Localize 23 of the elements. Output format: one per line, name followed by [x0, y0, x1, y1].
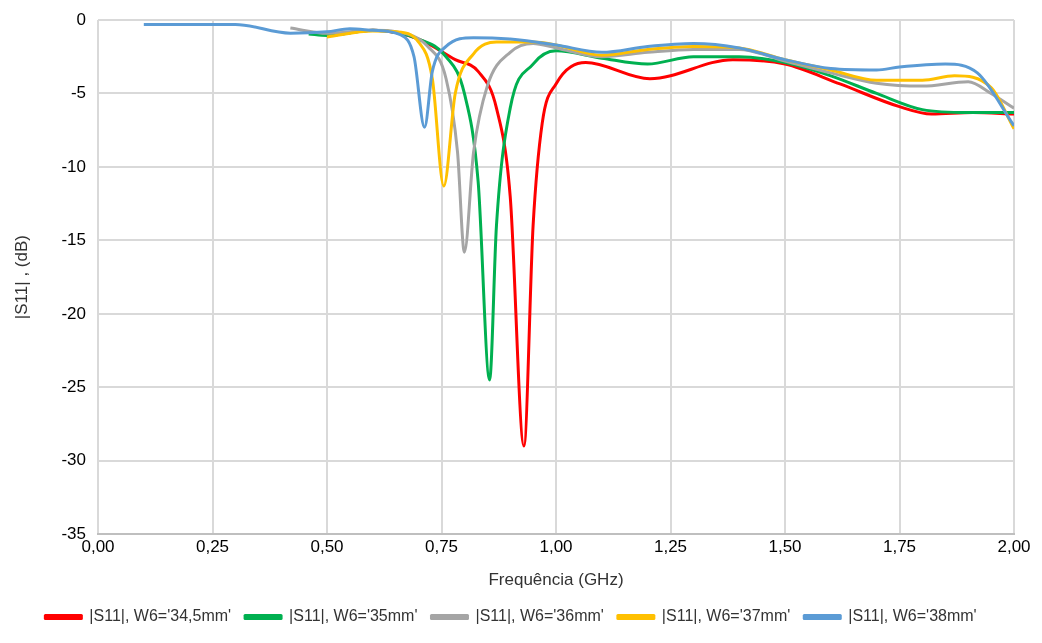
legend-label: |S11|, W6='36mm' — [475, 607, 604, 625]
y-tick-label: -15 — [61, 230, 86, 250]
line-series — [142, 22, 1014, 129]
x-tick-label: 2,00 — [997, 537, 1031, 557]
x-tick-label: 0,75 — [424, 537, 459, 557]
x-tick-label: 0,50 — [310, 537, 344, 557]
y-tick-label: 0 — [76, 9, 86, 29]
x-tick-label: 1,00 — [539, 537, 573, 557]
y-tick-label: -30 — [61, 450, 86, 470]
y-tick-label: -20 — [61, 303, 86, 323]
legend-label: |S11|, W6='35mm' — [289, 607, 418, 625]
x-tick-label: 1,25 — [653, 537, 688, 557]
x-tick-label: 0,25 — [195, 537, 230, 557]
legend-label: |S11|, W6='34,5mm' — [89, 607, 232, 625]
x-axis-title: Frequência (GHz) — [488, 570, 624, 590]
y-tick-label: -25 — [61, 376, 86, 396]
x-tick-label: 1,50 — [768, 537, 802, 557]
y-tick-label: -10 — [61, 156, 86, 176]
x-tick-label: 1,75 — [882, 537, 917, 557]
y-tick-label: -5 — [70, 83, 86, 103]
legend-label: |S11|, W6='37mm' — [661, 607, 791, 625]
y-axis-title: |S11| , (dB) — [11, 235, 31, 320]
legend-label: |S11|, W6='38mm' — [848, 607, 977, 625]
